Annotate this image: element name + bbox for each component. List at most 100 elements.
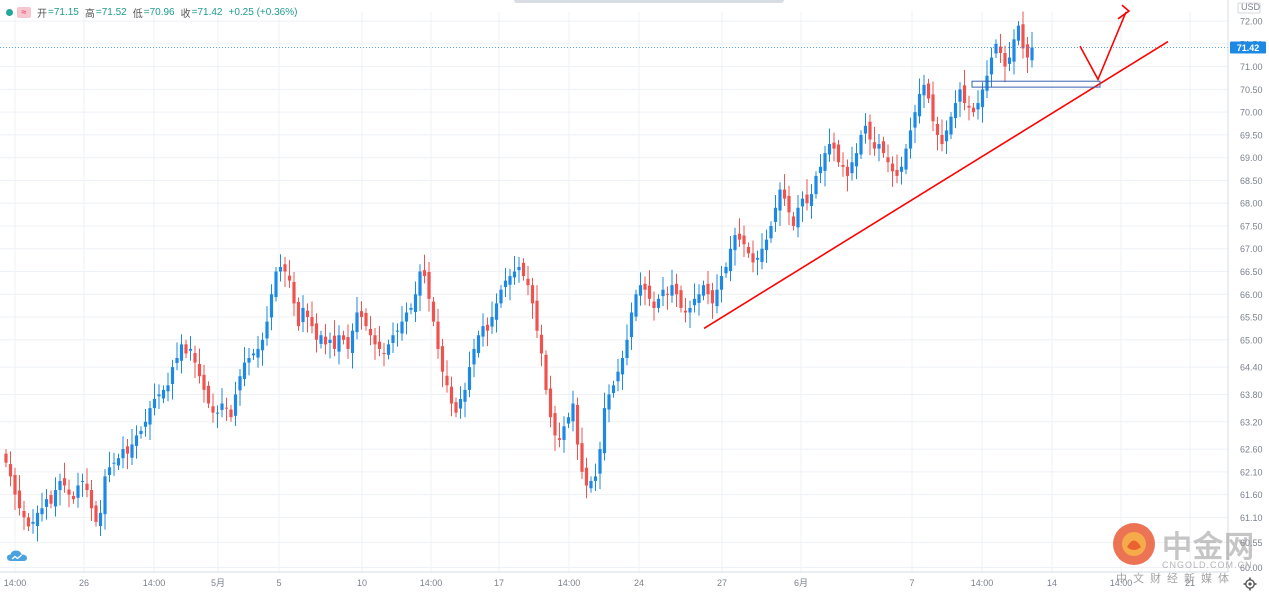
candle-body bbox=[584, 467, 589, 486]
candle-body bbox=[377, 341, 382, 349]
candle-body bbox=[850, 162, 854, 174]
cloud-icon[interactable] bbox=[6, 548, 28, 564]
candle-body bbox=[1016, 25, 1021, 41]
candle-body bbox=[409, 307, 413, 310]
y-tick-label: 65.00 bbox=[1240, 335, 1263, 345]
candle-body bbox=[265, 321, 269, 339]
candle-body bbox=[715, 289, 719, 307]
candle-body bbox=[179, 344, 184, 361]
candle-body bbox=[539, 334, 544, 354]
candle-body bbox=[53, 490, 58, 507]
candle-body bbox=[935, 124, 940, 135]
candle-body bbox=[382, 353, 386, 355]
candle-body bbox=[728, 248, 733, 272]
candle-body bbox=[314, 323, 319, 340]
candle-body bbox=[494, 303, 499, 320]
candle-body bbox=[836, 144, 841, 163]
y-tick-label: 71.00 bbox=[1240, 62, 1263, 72]
candle-body bbox=[989, 57, 994, 75]
candle-body bbox=[692, 298, 697, 306]
candle-body bbox=[413, 294, 418, 313]
gear-icon[interactable] bbox=[1243, 577, 1257, 591]
support-trendline bbox=[703, 40, 1169, 330]
candle-body bbox=[710, 290, 715, 304]
x-tick-label: 17 bbox=[494, 578, 504, 588]
candle-body bbox=[130, 444, 134, 458]
candle-body bbox=[1025, 44, 1030, 58]
time-axis: 14:00 26 14:00 5月 5 10 14:00 17 14:00 24 27 6月 7 14:0… bbox=[0, 571, 1228, 588]
candle-body bbox=[427, 271, 431, 299]
candle-body bbox=[76, 485, 80, 498]
candle-body bbox=[454, 402, 458, 413]
candle-body bbox=[260, 339, 265, 351]
toolbar-handle[interactable] bbox=[514, 0, 784, 3]
last-price-tag bbox=[1230, 41, 1266, 54]
x-tick-label: 10 bbox=[357, 578, 367, 588]
candle-body bbox=[328, 339, 332, 343]
candle-body bbox=[481, 326, 485, 337]
candle-body bbox=[904, 148, 908, 170]
last-price-label: 71.42 bbox=[1237, 43, 1260, 53]
candle-body bbox=[467, 367, 472, 390]
candle-body bbox=[634, 294, 638, 317]
candle-body bbox=[490, 317, 494, 327]
x-tick-label: 5月 bbox=[211, 578, 225, 588]
candle-body bbox=[548, 388, 553, 418]
y-tick-label: 68.00 bbox=[1240, 199, 1263, 209]
candle-body bbox=[355, 312, 359, 333]
grid-lines bbox=[0, 12, 1228, 572]
candle-body bbox=[818, 166, 823, 174]
y-tick-label: 62.10 bbox=[1240, 467, 1263, 477]
candle-body bbox=[44, 499, 49, 507]
candle-body bbox=[107, 467, 112, 476]
low-label: 低 bbox=[132, 8, 143, 20]
candle-body bbox=[292, 281, 296, 304]
candle-body bbox=[269, 294, 274, 318]
candle-body bbox=[404, 312, 409, 322]
candle-body bbox=[35, 512, 40, 527]
candle-body bbox=[247, 358, 251, 363]
candle-body bbox=[521, 262, 526, 277]
candle-body bbox=[701, 285, 706, 296]
candle-body bbox=[823, 153, 827, 171]
candle-body bbox=[310, 317, 314, 327]
candle-body bbox=[854, 153, 859, 167]
trend-drawings bbox=[0, 4, 1228, 330]
candle-body bbox=[544, 354, 548, 390]
candle-body bbox=[575, 404, 580, 445]
candle-body bbox=[535, 300, 539, 331]
candle-body bbox=[764, 239, 769, 251]
candle-body bbox=[80, 480, 85, 482]
candle-body bbox=[143, 421, 148, 427]
candle-body bbox=[395, 330, 400, 332]
watermark-slogan: 中文财经新媒体 bbox=[1116, 572, 1235, 585]
currency-label: USD bbox=[1241, 2, 1261, 12]
y-tick-label: 66.00 bbox=[1240, 290, 1263, 300]
candle-body bbox=[1003, 52, 1007, 67]
candle-body bbox=[553, 413, 557, 436]
candle-body bbox=[800, 198, 805, 207]
candle-body bbox=[224, 407, 229, 409]
y-tick-label: 62.60 bbox=[1240, 445, 1263, 455]
candle-body bbox=[526, 278, 530, 286]
watermark-url: CNGOLD.COM.CN bbox=[1162, 560, 1253, 570]
candle-body bbox=[566, 417, 571, 424]
symbol-badge[interactable]: ≈ bbox=[17, 6, 31, 18]
x-tick-label: 14:00 bbox=[1110, 578, 1133, 588]
y-tick-label: 72.00 bbox=[1240, 17, 1263, 27]
candle-body bbox=[40, 508, 44, 515]
candle-body bbox=[908, 130, 913, 149]
candle-body bbox=[188, 348, 193, 351]
candle-body bbox=[175, 358, 179, 364]
candle-body bbox=[4, 453, 8, 463]
candle-body bbox=[305, 310, 310, 318]
candle-body bbox=[436, 321, 440, 349]
candle-body bbox=[845, 166, 850, 176]
candle-body bbox=[782, 189, 787, 199]
candle-body bbox=[157, 394, 161, 397]
candle-body bbox=[256, 348, 260, 358]
candle-body bbox=[499, 289, 503, 304]
candle-body bbox=[769, 225, 773, 239]
